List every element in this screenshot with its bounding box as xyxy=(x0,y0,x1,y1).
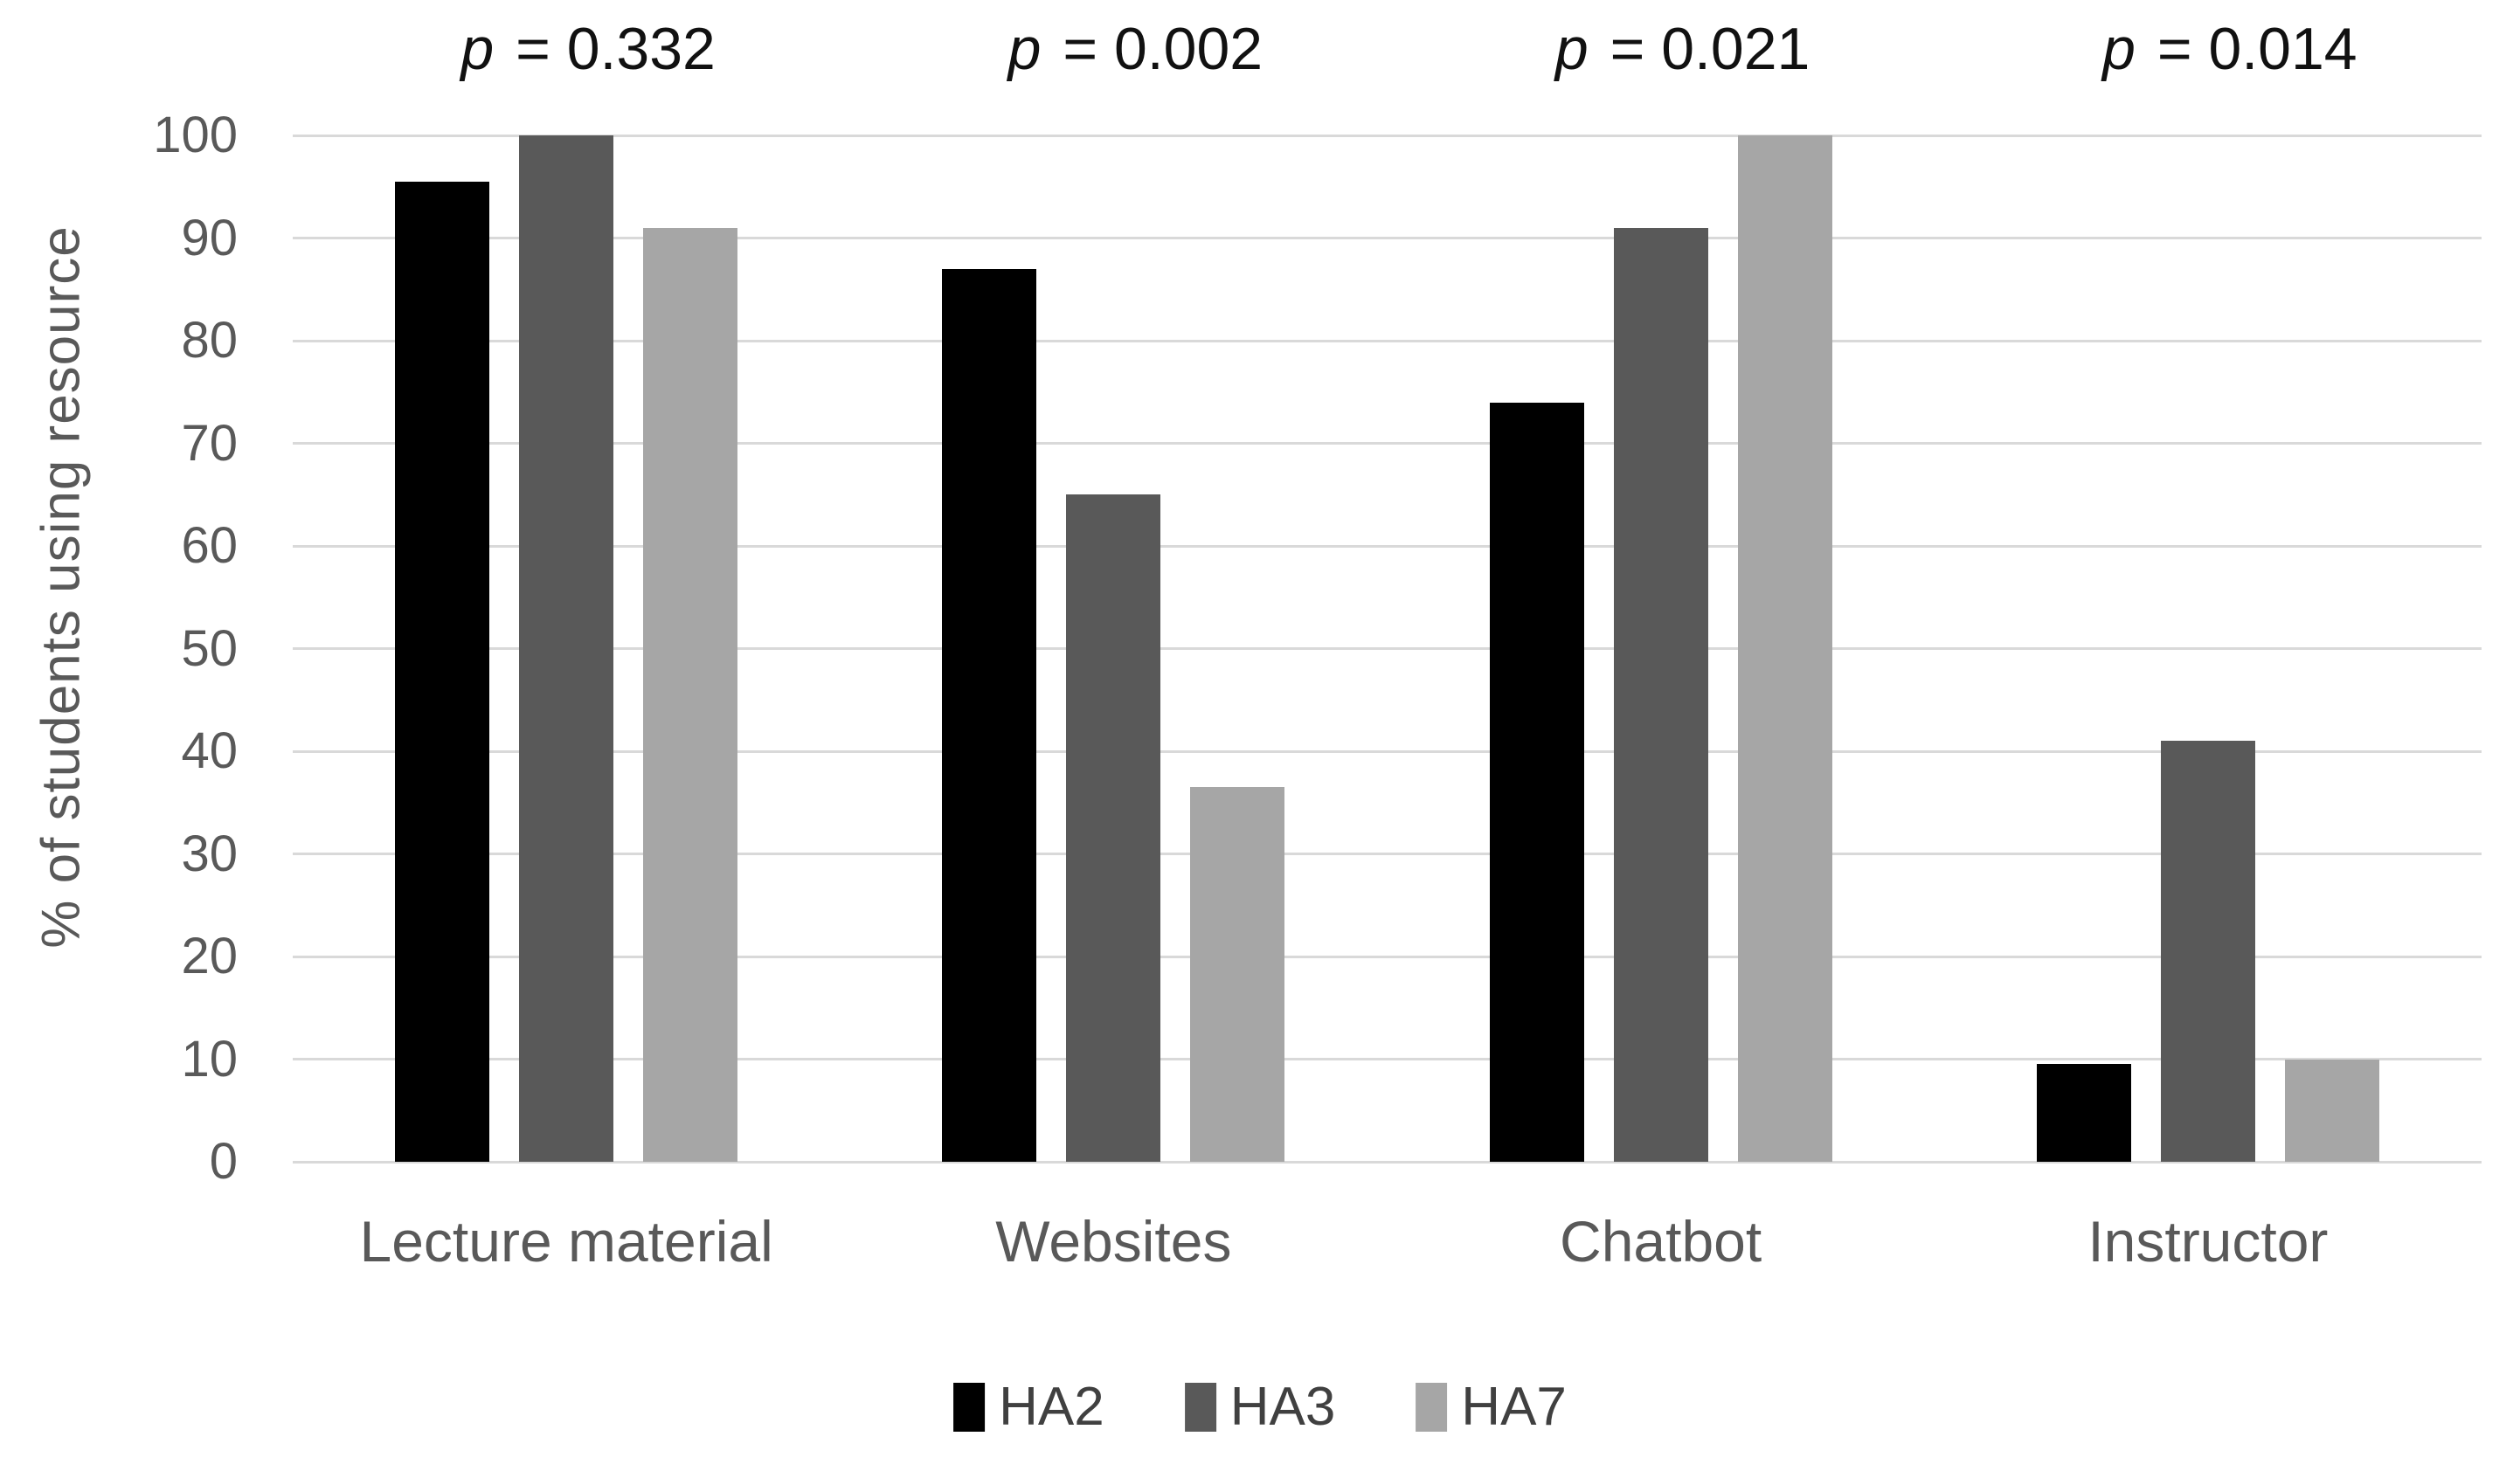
y-axis-tick-label: 30 xyxy=(181,825,238,882)
bar-ha3-4 xyxy=(2160,741,2255,1162)
y-axis-tick-label: 100 xyxy=(153,107,238,163)
p-value-text: = 0.014 xyxy=(2140,16,2357,82)
legend-item-ha3: HA3 xyxy=(1184,1377,1336,1437)
bar-ha2-2 xyxy=(942,268,1037,1162)
category-label: Websites xyxy=(995,1209,1232,1274)
bar-ha7-4 xyxy=(2284,1059,2379,1162)
y-axis-tick-label: 0 xyxy=(209,1133,238,1190)
y-axis-tick-label: 40 xyxy=(181,722,238,779)
p-value-text: = 0.002 xyxy=(1046,16,1263,82)
category-label: Instructor xyxy=(2087,1209,2329,1274)
legend-item-ha2: HA2 xyxy=(953,1380,1104,1434)
bar-ha7-1 xyxy=(643,227,738,1162)
y-axis-tick-label: 10 xyxy=(181,1030,238,1088)
y-axis-tick-label: 20 xyxy=(181,928,238,984)
gridline xyxy=(293,442,2482,445)
category-label: Lecture material xyxy=(359,1209,773,1274)
bar-ha2-1 xyxy=(395,181,490,1162)
gridline xyxy=(293,544,2482,548)
p-symbol: p xyxy=(460,16,495,82)
y-axis-tick-label: 50 xyxy=(181,619,238,677)
legend-swatch-ha3 xyxy=(1184,1383,1216,1432)
y-axis-tick-label: 80 xyxy=(181,312,238,369)
y-axis-tick-label: 60 xyxy=(181,517,238,574)
legend-label: HA7 xyxy=(1461,1377,1567,1437)
p-value-label: p = 0.332 xyxy=(308,19,868,79)
gridline xyxy=(293,647,2482,650)
bar-ha7-3 xyxy=(1737,135,1832,1162)
gridline xyxy=(293,1058,2482,1060)
p-value-text: = 0.332 xyxy=(499,16,716,82)
legend-item-ha7: HA7 xyxy=(1416,1380,1567,1434)
legend-swatch-ha2 xyxy=(953,1383,986,1432)
legend-swatch-ha7 xyxy=(1416,1383,1448,1432)
p-value-label: p = 0.021 xyxy=(1403,19,1963,79)
gridline xyxy=(293,749,2482,753)
gridline xyxy=(293,237,2482,239)
gridline xyxy=(293,134,2482,137)
legend-label: HA2 xyxy=(999,1377,1104,1437)
p-symbol: p xyxy=(1554,16,1589,82)
y-axis-tick-label: 90 xyxy=(181,209,238,266)
bar-ha2-4 xyxy=(2036,1064,2131,1162)
p-symbol: p xyxy=(1007,16,1042,82)
bar-ha2-3 xyxy=(1489,402,1584,1162)
p-value-text: = 0.021 xyxy=(1593,16,1810,82)
p-value-label: p = 0.002 xyxy=(855,19,1415,79)
bar-ha7-2 xyxy=(1190,787,1285,1162)
gridline xyxy=(293,955,2482,958)
bar-ha3-3 xyxy=(1613,227,1708,1162)
gridline xyxy=(293,339,2482,342)
category-label: Chatbot xyxy=(1560,1209,1762,1274)
gridline xyxy=(293,853,2482,855)
p-value-label: p = 0.014 xyxy=(1950,19,2510,79)
p-symbol: p xyxy=(2102,16,2136,82)
legend-label: HA3 xyxy=(1229,1377,1336,1437)
legend: HA2 HA3 HA7 xyxy=(953,1380,1567,1434)
bar-ha3-2 xyxy=(1066,494,1161,1162)
bar-ha3-1 xyxy=(519,135,614,1162)
y-axis-tick-label: 70 xyxy=(181,414,238,472)
gridline xyxy=(293,1160,2482,1164)
